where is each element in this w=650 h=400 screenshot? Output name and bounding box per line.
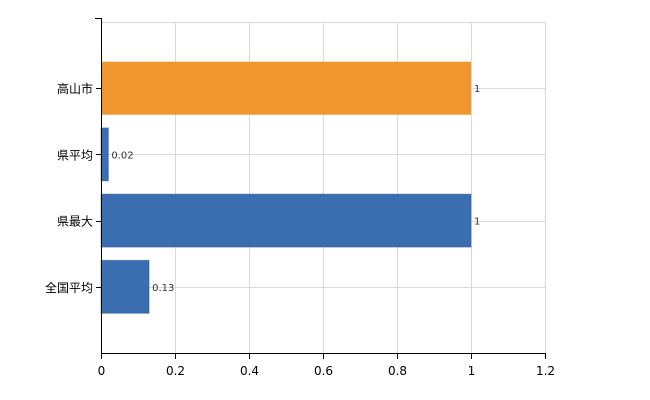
x-tick-label: 0 — [98, 364, 106, 378]
data-label: 0.13 — [152, 283, 174, 294]
x-tick-label: 0.4 — [240, 364, 259, 378]
y-tick-label: 県最大 — [57, 215, 93, 229]
x-tick-label: 0.6 — [314, 364, 333, 378]
bar-4 — [100, 259, 150, 314]
y-tick-label: 全国平均 — [45, 280, 93, 295]
x-tick-label: 1 — [468, 364, 476, 378]
data-label: 1 — [474, 217, 480, 228]
y-tick-label: 高山市 — [57, 81, 93, 96]
bar-1 — [101, 61, 471, 115]
x-tick-label: 1.2 — [536, 364, 555, 378]
data-label: 1 — [474, 84, 480, 95]
data-label: 0.02 — [111, 150, 133, 161]
bar-3 — [100, 193, 472, 248]
y-tick-label: 県平均 — [57, 148, 93, 162]
bars — [100, 61, 472, 314]
data-labels: 1 0.02 1 0.13 — [111, 84, 480, 294]
x-tick-label: 0.8 — [388, 364, 407, 378]
bar-2 — [100, 127, 109, 182]
x-tick-label: 0.2 — [166, 364, 185, 378]
